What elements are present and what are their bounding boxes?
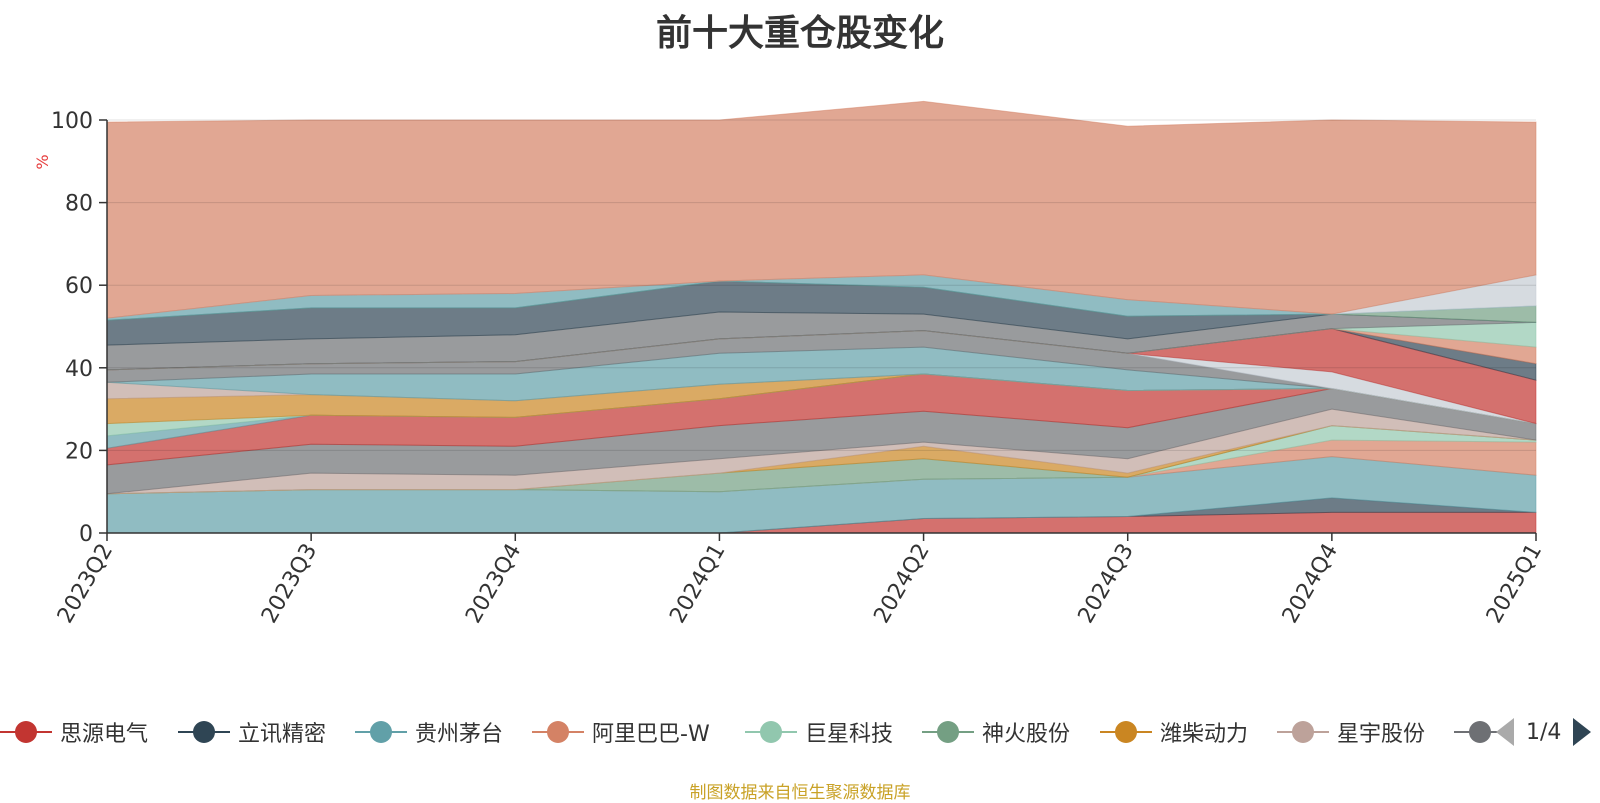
x-tick-label-0: 2023Q2 [53, 540, 118, 628]
source-note: 制图数据来自恒生聚源数据库 [689, 783, 911, 803]
legend-label: 巨星科技 [805, 722, 894, 747]
legend-item[interactable] [1454, 712, 1514, 752]
legend-item[interactable]: 贵州茅台 [355, 712, 503, 752]
y-tick-label-5: 100 [51, 109, 93, 134]
y-axis-unit: % [33, 154, 52, 169]
y-tick-label-2: 40 [65, 357, 93, 382]
x-tick-label-3: 2024Q1 [665, 540, 730, 628]
legend-label: 神火股份 [982, 722, 1071, 747]
legend-item[interactable]: 巨星科技 [745, 712, 893, 752]
legend-item[interactable]: 星宇股份 [1277, 712, 1425, 752]
legend-item[interactable]: 思源电气 [0, 712, 148, 752]
x-tick-label-5: 2024Q3 [1074, 540, 1139, 628]
legend-pager: 1/4 [1496, 712, 1592, 752]
stacked-area-chart: 0 20 40 60 80 100% 2023Q2 2023Q3 2023Q4 2024Q1 202… [33, 100, 1547, 628]
legend-marker-icon [745, 719, 797, 745]
legend-item[interactable]: 神火股份 [922, 712, 1070, 752]
legend-item[interactable]: 立讯精密 [178, 712, 326, 752]
legend-marker-icon [178, 719, 230, 745]
x-tick-label-1: 2023Q3 [257, 540, 322, 628]
legend-label: 立讯精密 [238, 722, 327, 747]
legend-marker-icon [355, 719, 407, 745]
legend-marker-icon [1277, 719, 1329, 745]
legend-marker-icon [922, 719, 974, 745]
legend-prev-icon[interactable] [1496, 718, 1514, 746]
legend[interactable]: 思源电气 立讯精密 贵州茅台 阿里巴巴-W 巨星科技 神火股份 潍柴动力 星宇股份 [0, 712, 1600, 752]
y-tick-label-4: 80 [65, 192, 93, 217]
x-tick-label-7: 2025Q1 [1482, 540, 1547, 628]
legend-marker-icon [532, 719, 584, 745]
legend-marker-icon [1100, 719, 1152, 745]
x-tick-label-4: 2024Q2 [869, 540, 934, 628]
legend-item[interactable]: 潍柴动力 [1100, 712, 1248, 752]
y-tick-label-0: 0 [79, 522, 93, 547]
legend-label: 潍柴动力 [1160, 722, 1249, 747]
legend-marker-icon [1454, 719, 1506, 745]
x-tick-label-2: 2023Q4 [461, 540, 526, 628]
legend-marker-icon [0, 719, 52, 745]
legend-item[interactable]: 阿里巴巴-W [532, 712, 710, 752]
legend-page-indicator: 1/4 [1526, 719, 1562, 745]
legend-next-icon[interactable] [1573, 718, 1592, 746]
y-tick-label-1: 20 [65, 439, 93, 464]
legend-label: 阿里巴巴-W [592, 722, 710, 747]
series-area-26 [106, 100, 1537, 319]
legend-label: 星宇股份 [1337, 722, 1426, 747]
legend-label: 贵州茅台 [415, 722, 504, 747]
x-tick-label-6: 2024Q4 [1278, 540, 1343, 628]
y-tick-label-3: 60 [65, 274, 93, 299]
legend-label: 思源电气 [60, 722, 149, 747]
chart-title: 前十大重仓股变化 [655, 13, 944, 54]
